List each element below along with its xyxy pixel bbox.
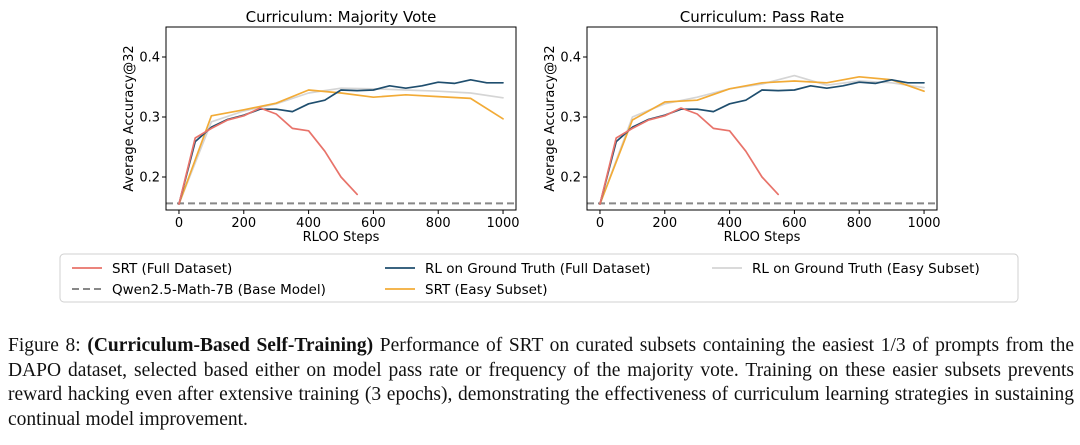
plot-frame xyxy=(586,26,938,211)
legend-item-rl-gt-full: RL on Ground Truth (Full Dataset) xyxy=(385,261,651,277)
y-axis-label: Average Accuracy@32 xyxy=(122,45,137,191)
series-srt-full xyxy=(178,107,359,205)
x-tick-label: 600 xyxy=(782,216,807,231)
x-tick-label: 600 xyxy=(361,216,386,231)
legend-item-srt-full: SRT (Full Dataset) xyxy=(72,261,232,277)
caption-text: Performance of SRT on curated subsets co… xyxy=(8,335,1075,430)
x-tick-label: 200 xyxy=(652,216,677,231)
legend-item-srt-easy-label: SRT (Easy Subset) xyxy=(425,282,547,298)
y-tick-label: 0.3 xyxy=(560,111,581,126)
series-group xyxy=(587,74,937,205)
legend-item-base-label: Qwen2.5-Math-7B (Base Model) xyxy=(112,282,326,298)
legend-item-srt-full-label: SRT (Full Dataset) xyxy=(112,261,232,277)
x-axis-label: RLOO Steps xyxy=(303,230,380,245)
panel-pass-rate: Curriculum: Pass Rate 0 200 400 600 800 1000 0.… xyxy=(543,8,941,245)
series-srt-easy xyxy=(599,75,925,205)
y-tick-label: 0.4 xyxy=(139,51,160,66)
series-rl-gt-easy xyxy=(178,87,504,205)
y-tick-label: 0.2 xyxy=(560,171,581,186)
figure-canvas: Curriculum: Majority Vote 0 200 400 600 800 10… xyxy=(59,8,1019,303)
chart-title: Curriculum: Majority Vote xyxy=(246,8,437,26)
x-tick-label: 800 xyxy=(847,216,872,231)
series-group xyxy=(166,78,516,205)
x-tick-label: 1000 xyxy=(486,216,519,231)
x-axis-label: RLOO Steps xyxy=(724,230,801,245)
caption-label: Figure 8: xyxy=(8,335,81,356)
series-srt-full xyxy=(599,107,780,205)
y-tick-label: 0.3 xyxy=(139,111,160,126)
legend-item-rl-gt-full-label: RL on Ground Truth (Full Dataset) xyxy=(425,261,651,277)
y-tick-label: 0.4 xyxy=(560,51,581,66)
y-tick-label: 0.2 xyxy=(139,171,160,186)
x-tick-label: 0 xyxy=(596,216,604,231)
x-tick-label: 400 xyxy=(717,216,742,231)
y-axis-label: Average Accuracy@32 xyxy=(543,45,558,191)
series-rl-gt-easy xyxy=(599,74,925,205)
x-tick-label: 400 xyxy=(296,216,321,231)
legend-item-rl-gt-easy: RL on Ground Truth (Easy Subset) xyxy=(712,261,980,277)
legend-item-base: Qwen2.5-Math-7B (Base Model) xyxy=(72,282,326,298)
series-rl-gt-full xyxy=(178,78,504,205)
caption-bold: (Curriculum-Based Self-Training) xyxy=(87,335,374,356)
series-srt-easy xyxy=(178,89,504,205)
x-tick-label: 0 xyxy=(175,216,183,231)
x-tick-label: 200 xyxy=(231,216,256,231)
legend-item-srt-easy: SRT (Easy Subset) xyxy=(385,282,547,298)
panel-majority-vote: Curriculum: Majority Vote 0 200 400 600 800 10… xyxy=(122,8,520,245)
figure-caption: Figure 8: (Curriculum-Based Self-Trainin… xyxy=(8,334,1074,432)
x-tick-label: 1000 xyxy=(907,216,940,231)
legend-item-rl-gt-easy-label: RL on Ground Truth (Easy Subset) xyxy=(752,261,980,277)
plot-frame xyxy=(165,26,517,211)
series-rl-gt-full xyxy=(599,78,925,205)
legend: SRT (Full Dataset) Qwen2.5-Math-7B (Base … xyxy=(59,253,1019,303)
x-tick-label: 800 xyxy=(426,216,451,231)
chart-title: Curriculum: Pass Rate xyxy=(680,8,844,26)
legend-box xyxy=(59,253,1019,303)
